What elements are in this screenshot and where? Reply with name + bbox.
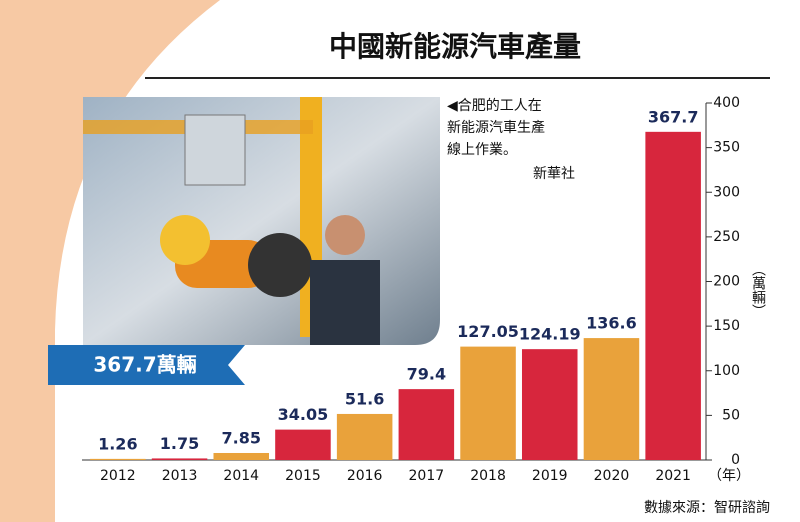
x-tick-label: 2012	[100, 468, 136, 484]
value-label: 51.6	[345, 389, 384, 408]
value-label: 367.7	[648, 107, 699, 126]
y-tick-label: 50	[722, 407, 740, 423]
value-label: 136.6	[586, 314, 637, 333]
x-tick-label: 2013	[162, 468, 198, 484]
bar	[521, 349, 578, 460]
value-label: 7.85	[222, 428, 261, 447]
x-axis-label: （年）	[708, 468, 750, 484]
x-tick-label: 2019	[532, 468, 568, 484]
bar	[213, 452, 270, 460]
y-tick-label: 200	[713, 274, 740, 290]
y-axis-label: （萬輛）	[750, 262, 766, 318]
value-label: 79.4	[407, 365, 446, 384]
bar	[336, 413, 393, 460]
y-tick-label: 100	[713, 363, 740, 379]
x-tick-label: 2015	[285, 468, 321, 484]
x-tick-label: 2017	[409, 468, 445, 484]
bar	[398, 389, 455, 460]
y-tick-label: 400	[713, 95, 740, 111]
bar	[90, 458, 146, 460]
chart-title: 中國新能源汽車產量	[329, 30, 581, 63]
value-label: 1.26	[98, 434, 137, 453]
caption-line: 新能源汽車生產	[447, 119, 545, 136]
value-label: 124.19	[519, 325, 581, 344]
y-tick-label: 350	[713, 140, 740, 156]
caption-line: ◀合肥的工人在	[447, 98, 542, 114]
bar	[583, 338, 640, 460]
bar	[645, 131, 701, 460]
photo-credit: 新華社	[533, 166, 575, 182]
source: 數據來源：智研諮詢	[644, 499, 770, 516]
y-tick-label: 150	[713, 318, 740, 334]
x-tick-label: 2021	[655, 468, 691, 484]
value-label: 1.75	[160, 434, 199, 453]
photo	[83, 97, 440, 345]
y-tick-label: 300	[713, 184, 740, 200]
x-tick-label: 2014	[223, 468, 259, 484]
x-tick-label: 2020	[594, 468, 630, 484]
value-label: 127.05	[457, 322, 519, 341]
highlight-text: 367.7萬輛	[93, 353, 196, 377]
value-label: 34.05	[278, 405, 329, 424]
highlight-banner	[48, 345, 245, 385]
x-tick-label: 2018	[470, 468, 506, 484]
y-tick-label: 250	[713, 229, 740, 245]
caption-line: 線上作業。	[447, 142, 517, 158]
y-tick-label: 0	[731, 452, 740, 468]
background-arc	[0, 0, 220, 522]
x-tick-label: 2016	[347, 468, 383, 484]
bar	[275, 429, 331, 460]
bar	[460, 346, 516, 460]
bar	[151, 458, 208, 460]
